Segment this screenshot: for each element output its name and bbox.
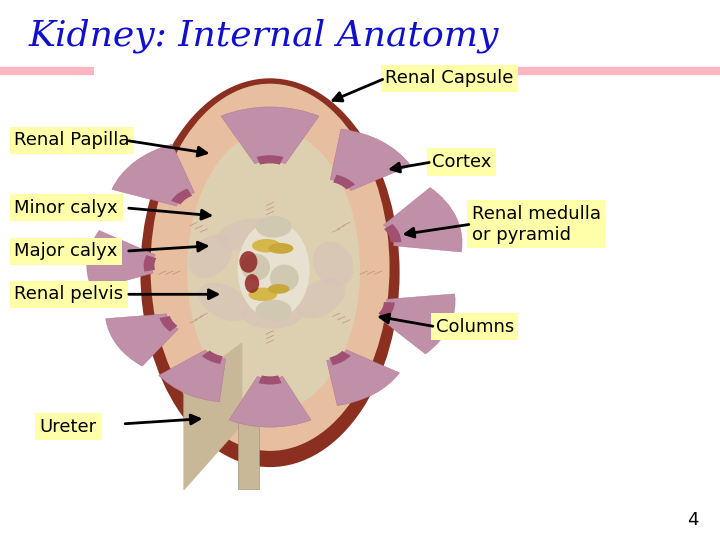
Wedge shape xyxy=(378,294,455,354)
Ellipse shape xyxy=(248,287,277,301)
Text: Columns: Columns xyxy=(436,318,514,336)
Text: Renal medulla
or pyramid: Renal medulla or pyramid xyxy=(472,205,600,244)
Ellipse shape xyxy=(270,265,299,292)
Wedge shape xyxy=(158,350,225,402)
Wedge shape xyxy=(333,174,355,190)
Wedge shape xyxy=(384,187,462,252)
Wedge shape xyxy=(221,107,319,164)
Ellipse shape xyxy=(297,278,346,319)
Wedge shape xyxy=(256,156,284,165)
Wedge shape xyxy=(159,316,177,332)
Text: Kidney: Internal Anatomy: Kidney: Internal Anatomy xyxy=(29,19,499,53)
Wedge shape xyxy=(202,350,222,364)
Ellipse shape xyxy=(217,218,275,251)
Ellipse shape xyxy=(242,299,303,329)
Text: Renal Capsule: Renal Capsule xyxy=(385,69,513,87)
Wedge shape xyxy=(378,302,395,319)
Ellipse shape xyxy=(189,235,232,279)
Ellipse shape xyxy=(313,241,354,287)
Wedge shape xyxy=(258,375,282,384)
Ellipse shape xyxy=(252,239,281,252)
Text: Renal Papilla: Renal Papilla xyxy=(14,131,130,150)
Text: Major calyx: Major calyx xyxy=(14,242,118,260)
Ellipse shape xyxy=(268,284,289,294)
Wedge shape xyxy=(330,129,411,191)
Wedge shape xyxy=(330,351,351,366)
Text: Cortex: Cortex xyxy=(432,153,491,171)
Ellipse shape xyxy=(256,216,292,238)
Wedge shape xyxy=(112,144,194,206)
Wedge shape xyxy=(86,231,156,289)
Ellipse shape xyxy=(140,78,400,467)
Ellipse shape xyxy=(187,130,360,410)
Text: Renal pelvis: Renal pelvis xyxy=(14,285,124,303)
Text: Ureter: Ureter xyxy=(40,417,96,436)
Ellipse shape xyxy=(239,251,258,273)
Wedge shape xyxy=(171,188,192,204)
Ellipse shape xyxy=(245,274,259,293)
Wedge shape xyxy=(384,224,401,242)
Text: Minor calyx: Minor calyx xyxy=(14,199,118,217)
Wedge shape xyxy=(143,255,156,272)
Wedge shape xyxy=(106,314,179,366)
Ellipse shape xyxy=(241,254,270,281)
Wedge shape xyxy=(229,376,311,427)
Ellipse shape xyxy=(238,221,310,319)
Ellipse shape xyxy=(256,300,292,321)
Wedge shape xyxy=(327,350,400,406)
Ellipse shape xyxy=(268,243,294,254)
Text: 4: 4 xyxy=(687,511,698,529)
Ellipse shape xyxy=(150,84,390,451)
Ellipse shape xyxy=(199,282,250,321)
FancyBboxPatch shape xyxy=(238,413,259,489)
